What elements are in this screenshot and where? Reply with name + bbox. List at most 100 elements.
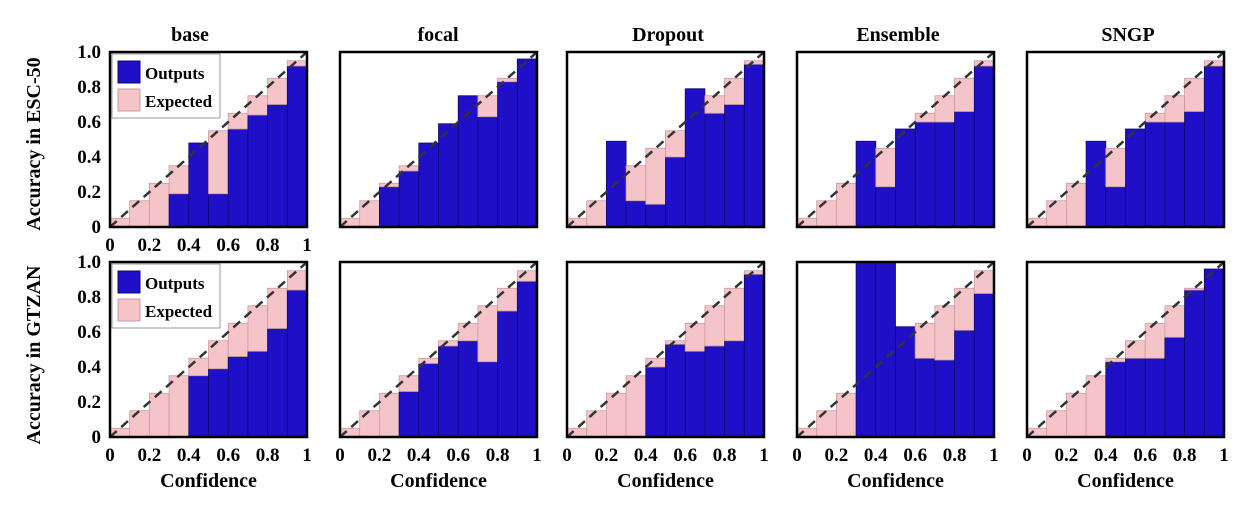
expected-bar-1 [359,410,380,438]
expected-bar-7 [477,95,498,118]
panel-frame [338,50,539,229]
x-tick-label: 0.6 [1133,445,1157,466]
expected-bar-7 [934,95,956,123]
outputs-bar-7 [247,350,268,438]
outputs-bar-6 [1144,121,1166,228]
expected-bar-4 [645,147,666,205]
expected-bar-2 [148,392,170,438]
x-tick-label: 1 [759,445,769,466]
expected-bar-7 [1164,305,1186,338]
outputs-bar-8 [954,329,975,438]
outputs-bar-5 [665,343,686,438]
panel-0-1 [338,50,539,229]
outputs-bar-8 [1184,111,1205,228]
outputs-bar-6 [1144,357,1166,438]
outputs-bar-9 [286,289,308,438]
expected-bar-2 [1066,392,1087,438]
column-title-dropout: Dropout [632,24,704,46]
x-axis-label: Confidence [617,470,714,492]
x-tick-label: 0 [562,445,572,466]
legend-label-outputs: Outputs [145,64,205,83]
y-tick-label: 0.4 [77,147,101,168]
expected-bar-8 [497,77,518,83]
expected-bar-9 [743,270,765,275]
panel-1-4: 0 0.2 0.4 0.6 0.8 1 Confidence [1022,260,1229,492]
outputs-bar-4 [418,363,439,438]
x-tick-label: 0.4 [177,445,201,466]
x-tick-label: 0 [335,445,345,466]
x-tick-label: 0 [792,445,802,466]
outputs-bar-9 [973,65,995,228]
outputs-bar-8 [497,81,518,228]
outputs-bar-7 [934,121,956,228]
expected-bar-9 [973,270,995,294]
outputs-bar-3 [625,200,647,228]
panel-0-3 [795,50,996,229]
legend-swatch-outputs [117,270,141,294]
x-tick-label: 0.4 [407,445,431,466]
expected-bar-5 [665,130,686,158]
outputs-bar-2 [378,186,400,228]
expected-bar-8 [267,77,288,105]
panel-frame [795,260,996,439]
panel-frame [795,50,996,229]
expected-bar-3 [1085,375,1107,438]
expected-bar-1 [586,410,607,438]
outputs-bar-8 [497,310,518,438]
outputs-bar-7 [477,116,498,228]
outputs-bar-4 [645,366,666,438]
outputs-bar-9 [1203,65,1225,228]
x-axis-label: Confidence [1077,470,1174,492]
outputs-bar-3 [398,170,420,228]
expected-bar-3 [168,165,190,195]
outputs-bar-7 [477,361,498,438]
panel-frame [1025,50,1226,229]
expected-bar-6 [684,322,706,352]
column-title-base: base [171,24,209,46]
row-label-esc50: Accuracy in ESC-50 [23,57,45,230]
column-title-ensemble: Ensemble [856,24,939,46]
x-tick-label: 0 [1022,445,1032,466]
x-tick-label: 0.2 [368,445,392,466]
x-tick-label: 0.4 [177,235,201,256]
expected-bar-6 [457,322,479,342]
panel-0-4 [1025,50,1226,229]
outputs-bar-5 [208,193,229,228]
outputs-bar-6 [227,356,249,438]
x-tick-label: 0.8 [943,445,967,466]
expected-bar-5 [208,340,229,370]
x-axis-label: Confidence [847,470,944,492]
x-tick-label: 0.8 [256,235,280,256]
panel-frame [108,50,309,229]
expected-bar-1 [816,200,837,228]
outputs-bar-9 [286,65,308,228]
x-tick-label: 0.2 [138,445,162,466]
x-tick-label: 1 [1219,445,1229,466]
expected-bar-7 [934,305,956,361]
outputs-bar-7 [934,359,956,438]
expected-bar-1 [1046,410,1067,438]
outputs-bar-9 [1203,268,1225,438]
panel-1-0: 0 0.2 0.4 0.6 0.8 1.0 0 0.2 0.4 0.6 0.8 1 Confidence… [77,252,312,492]
panel-frame [338,260,539,439]
x-tick-label: 0.6 [903,445,927,466]
outputs-bar-7 [247,114,268,228]
expected-bar-8 [1184,287,1205,291]
expected-bar-1 [129,410,150,438]
panels-group: 00.20.40.60.81.00 0.2 0.4 0.6 0.8 1OutputsExp… [77,42,1229,492]
expected-bar-6 [914,322,936,359]
y-tick-label: 0.2 [77,182,101,203]
panel-0-2 [565,50,766,229]
x-tick-label: 0.4 [1094,445,1118,466]
outputs-bar-4 [875,186,896,228]
x-tick-label: 0.8 [713,445,737,466]
expected-bar-4 [1105,357,1126,363]
x-tick-label: 0.2 [138,235,162,256]
x-tick-label: 0.4 [634,445,658,466]
outputs-bar-9 [973,293,995,438]
outputs-bar-7 [1164,336,1186,438]
panel-frame [108,260,309,439]
expected-bar-2 [378,392,400,438]
panel-frame [1025,260,1226,439]
outputs-bar-5 [438,345,459,438]
